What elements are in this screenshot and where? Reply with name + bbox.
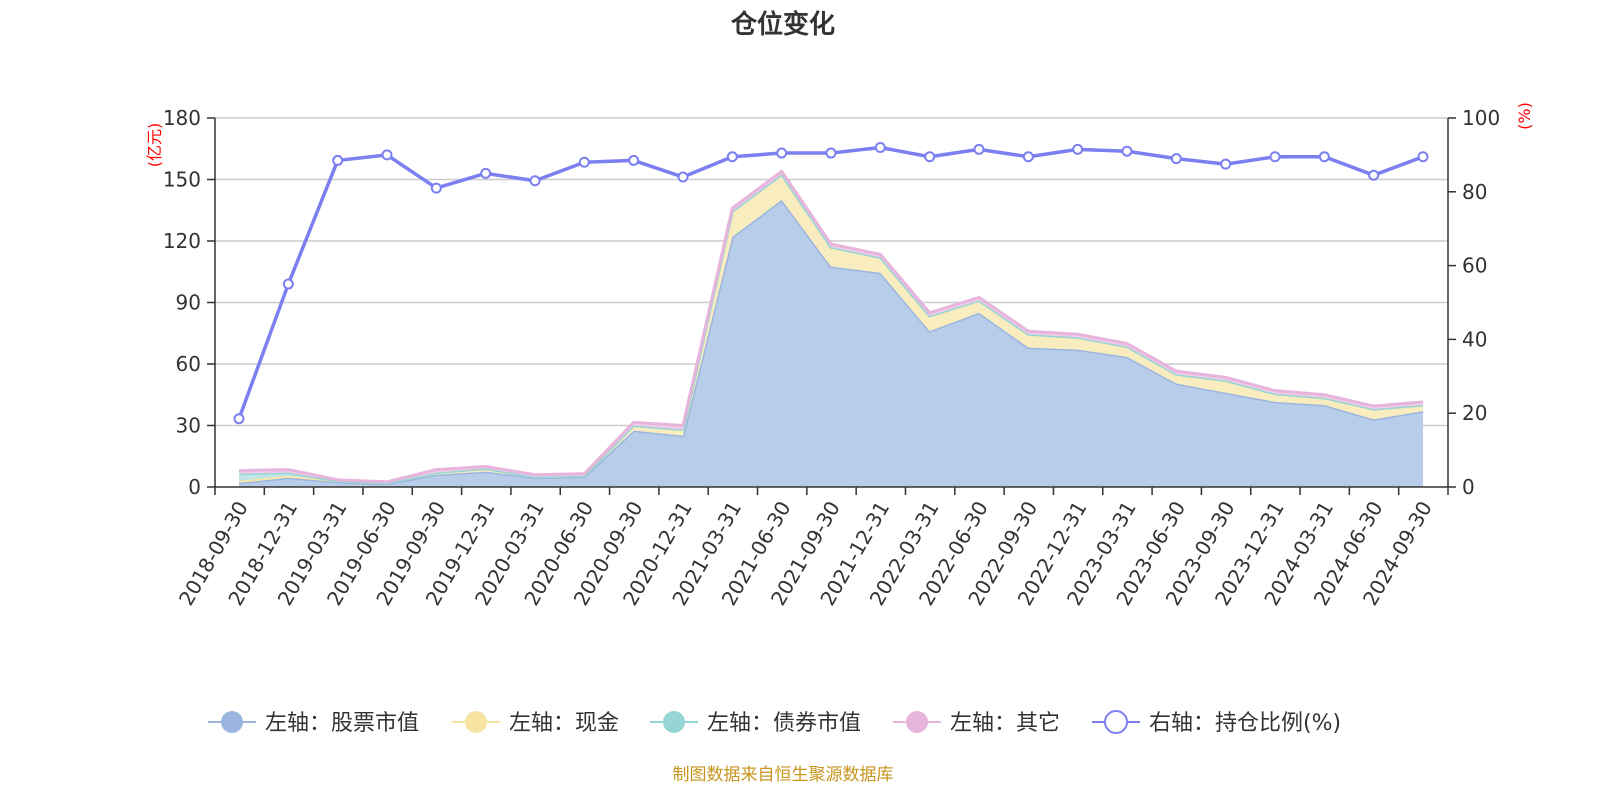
legend-item: 左轴：其它: [893, 711, 1060, 736]
stacked-areas: [238, 169, 1424, 487]
ratio-point: [430, 182, 442, 194]
ratio-point: [1417, 151, 1429, 163]
legend: 左轴：股票市值 左轴：现金 左轴：债券市值 左轴：其它 右轴：持仓比例(%): [208, 710, 1341, 736]
legend-item: 左轴：债券市值: [650, 711, 861, 736]
left-axis-ticks: 0 30 60 90 120 150 180: [163, 106, 215, 499]
ratio-point: [1121, 145, 1133, 157]
ratio-point: [677, 171, 689, 183]
area-edge-左轴：其它: [238, 169, 1424, 484]
legend-item: 左轴：股票市值: [208, 711, 419, 736]
legend-label: 右轴：持仓比例(%): [1149, 711, 1341, 736]
ratio-point: [480, 167, 492, 179]
left-tick-label: 30: [176, 414, 201, 438]
data-source-note: 制图数据来自恒生聚源数据库: [673, 765, 894, 785]
ratio-point: [578, 156, 590, 168]
ratio-point: [726, 151, 738, 163]
right-tick-label: 100: [1462, 106, 1500, 130]
area-左轴：股票市值: [239, 200, 1423, 487]
ratio-point: [233, 413, 245, 425]
ratio-point: [282, 278, 294, 290]
left-tick-label: 120: [163, 229, 201, 253]
left-tick-label: 180: [163, 106, 201, 130]
ratio-point: [1318, 151, 1330, 163]
right-tick-label: 80: [1462, 180, 1487, 204]
ratio-point: [332, 154, 344, 166]
right-axis-ticks: 0 20 40 60 80 100: [1448, 106, 1500, 499]
ratio-point: [1022, 151, 1034, 163]
legend-marker-icon: [1104, 710, 1128, 734]
legend-marker-icon: [465, 711, 487, 733]
left-tick-label: 90: [176, 291, 201, 315]
holding-ratio-line: [233, 142, 1429, 425]
ratio-point: [1368, 169, 1380, 181]
legend-item: 左轴：现金: [452, 711, 619, 736]
legend-marker-icon: [906, 711, 928, 733]
right-tick-label: 20: [1462, 401, 1487, 425]
legend-label: 左轴：现金: [509, 711, 619, 736]
ratio-point: [973, 143, 985, 155]
x-axis-ticks: 2018-09-302018-12-312019-03-312019-06-30…: [174, 487, 1449, 610]
left-tick-label: 150: [163, 168, 201, 192]
ratio-point: [381, 149, 393, 161]
legend-label: 左轴：其它: [950, 711, 1060, 736]
right-tick-label: 60: [1462, 254, 1487, 278]
ratio-point: [825, 147, 837, 159]
ratio-point: [776, 147, 788, 159]
left-tick-label: 0: [188, 475, 201, 499]
ratio-point: [1170, 153, 1182, 165]
legend-marker-icon: [221, 711, 243, 733]
left-axis-unit: (亿元): [145, 123, 164, 168]
right-axis-unit: (%): [1515, 102, 1534, 130]
ratio-point: [924, 151, 936, 163]
legend-item: 右轴：持仓比例(%): [1092, 710, 1341, 736]
right-tick-label: 0: [1462, 475, 1475, 499]
ratio-point: [1072, 143, 1084, 155]
legend-label: 左轴：股票市值: [265, 711, 419, 736]
ratio-point: [874, 142, 886, 154]
ratio-point: [628, 154, 640, 166]
left-tick-label: 60: [176, 352, 201, 376]
legend-label: 左轴：债券市值: [707, 711, 861, 736]
ratio-point: [529, 175, 541, 187]
chart-title: 仓位变化: [730, 9, 835, 40]
right-tick-label: 40: [1462, 327, 1487, 351]
ratio-point: [1220, 158, 1232, 170]
ratio-point: [1269, 151, 1281, 163]
legend-marker-icon: [663, 711, 685, 733]
